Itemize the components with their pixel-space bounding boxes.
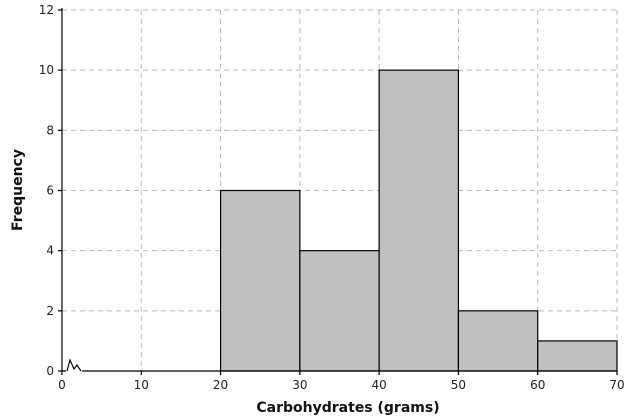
y-tick-label-1: 2 [46, 304, 54, 318]
histogram-bar-0 [219, 189, 301, 372]
x-tick-label-1: 10 [134, 378, 149, 392]
x-tick-label-2: 20 [213, 378, 228, 392]
y-axis-label: Frequency [10, 149, 26, 231]
histogram-bar-2 [378, 69, 460, 372]
y-tick-label-5: 10 [39, 63, 54, 77]
y-tick-label-6: 12 [39, 3, 54, 17]
histogram-bar-1 [299, 250, 380, 372]
x-tick-label-6: 60 [530, 378, 545, 392]
x-tick-label-5: 50 [451, 378, 466, 392]
bars [219, 69, 618, 372]
y-tick-label-4: 8 [46, 123, 54, 137]
histogram-bar-4 [537, 340, 618, 372]
x-tick-label-3: 30 [292, 378, 307, 392]
y-tick-label-0: 0 [46, 364, 54, 378]
x-tick-label-0: 0 [58, 378, 66, 392]
axis-break-symbol [66, 358, 82, 372]
x-tick-label-4: 40 [372, 378, 387, 392]
y-tick-label-3: 6 [46, 184, 54, 198]
x-tick-label-7: 70 [609, 378, 624, 392]
tick-labels: 0 2 4 6 8 10 12 0 10 20 30 40 50 60 70 [39, 3, 625, 392]
histogram-bar-3 [457, 310, 539, 372]
x-axis-label: Carbohydrates (grams) [256, 400, 439, 416]
y-tick-label-2: 4 [46, 244, 54, 258]
